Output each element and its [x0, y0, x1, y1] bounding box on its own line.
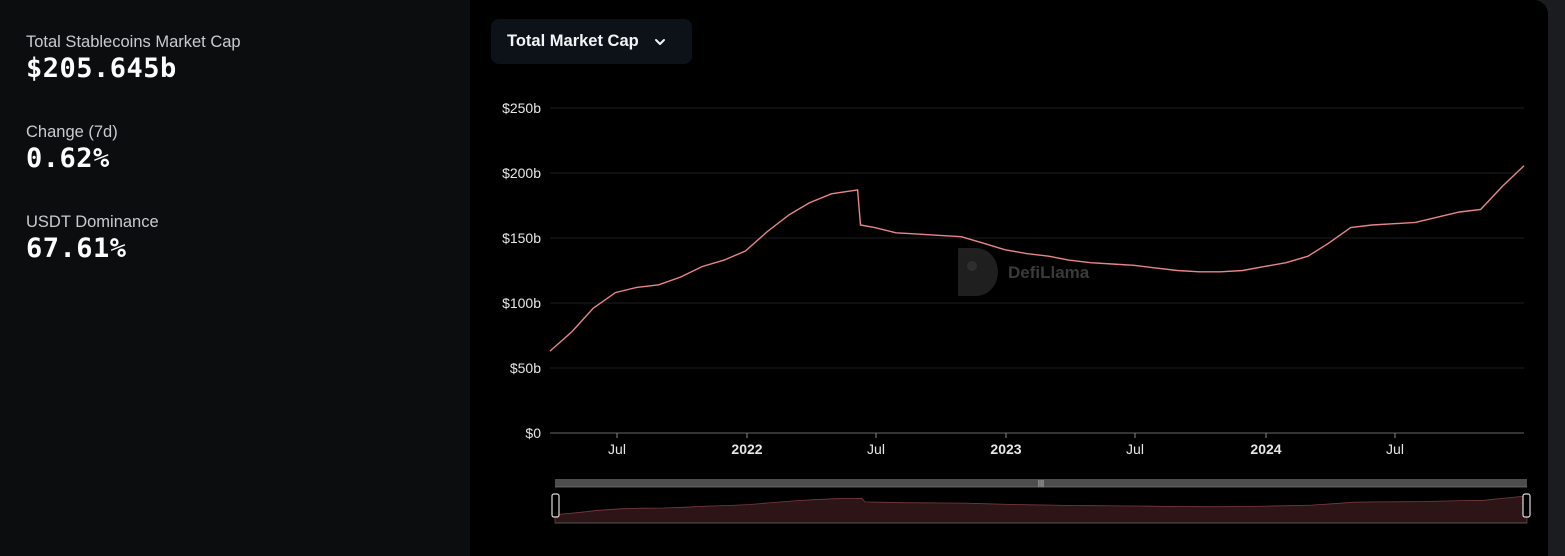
- chart-type-label: Total Market Cap: [507, 32, 639, 50]
- usdt-dominance-value: 67.61%: [26, 233, 127, 264]
- change-7d-label: Change (7d): [26, 123, 118, 141]
- market-cap-value: $205.645b: [26, 53, 177, 84]
- chevron-down-icon: [653, 35, 667, 49]
- chart-panel: Total Market Cap: [470, 0, 1548, 556]
- stat-usdt-dominance: USDT Dominance 67.61%: [26, 212, 159, 265]
- scrollbar-track[interactable]: [1548, 0, 1565, 556]
- change-7d-value: 0.62%: [26, 143, 110, 174]
- market-cap-label: Total Stablecoins Market Cap: [26, 33, 241, 51]
- stat-change-7d: Change (7d) 0.62%: [26, 122, 118, 175]
- chart-type-dropdown[interactable]: Total Market Cap: [491, 19, 692, 64]
- stat-market-cap: Total Stablecoins Market Cap $205.645b: [26, 32, 241, 85]
- stats-panel: Total Stablecoins Market Cap $205.645b C…: [0, 0, 470, 556]
- usdt-dominance-label: USDT Dominance: [26, 213, 159, 231]
